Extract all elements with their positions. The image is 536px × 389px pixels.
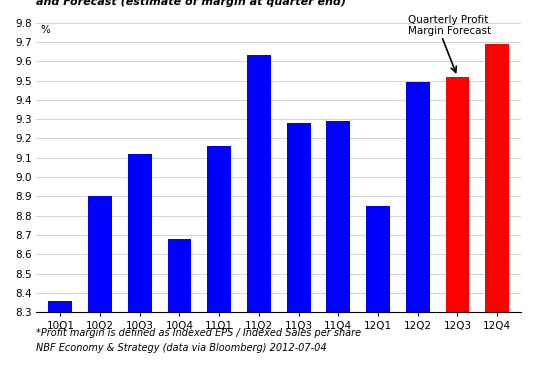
- Text: %: %: [40, 25, 50, 35]
- Bar: [366, 206, 390, 312]
- Bar: [88, 196, 112, 312]
- Bar: [168, 239, 191, 312]
- Bar: [406, 82, 430, 312]
- Bar: [207, 146, 231, 312]
- Bar: [48, 301, 72, 312]
- Bar: [445, 77, 470, 312]
- Text: and Forecast (estimate of margin at quarter end): and Forecast (estimate of margin at quar…: [36, 0, 346, 7]
- Bar: [247, 56, 271, 312]
- Text: *Profit margin is defined as Indexed EPS / Indexed Sales per share: *Profit margin is defined as Indexed EPS…: [36, 328, 362, 338]
- Bar: [326, 121, 350, 312]
- Bar: [128, 154, 152, 312]
- Bar: [485, 44, 509, 312]
- Bar: [287, 123, 310, 312]
- Text: Quarterly Profit
Margin Forecast: Quarterly Profit Margin Forecast: [408, 14, 491, 36]
- Text: NBF Economy & Strategy (data via Bloomberg) 2012-07-04: NBF Economy & Strategy (data via Bloombe…: [36, 343, 327, 353]
